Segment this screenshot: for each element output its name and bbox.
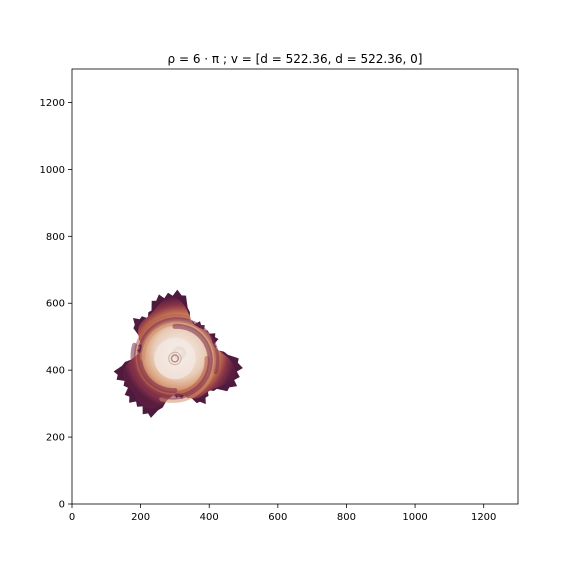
x-tick-label: 1200 <box>471 512 496 523</box>
x-axis-ticks: 0 200 400 600 800 1000 1200 <box>69 504 496 523</box>
y-tick-label: 1200 <box>40 98 65 109</box>
storm-core <box>154 337 196 380</box>
x-tick-label: 200 <box>131 512 150 523</box>
chart-title: ρ = 6 · π ; v = [d = 522.36, d = 522.36,… <box>168 52 423 66</box>
y-tick-label: 1000 <box>40 165 65 176</box>
storm-spiral-band <box>136 317 220 394</box>
storm-spiral-band <box>140 320 217 403</box>
x-tick-label: 800 <box>337 512 356 523</box>
y-tick-label: 600 <box>46 299 65 310</box>
plot-frame <box>71 68 519 505</box>
y-tick-label: 200 <box>46 433 65 444</box>
storm-layer <box>113 289 243 418</box>
storm-eyewall <box>168 351 182 366</box>
y-tick-label: 0 <box>59 500 65 511</box>
y-tick-label: 800 <box>46 232 65 243</box>
x-tick-label: 0 <box>69 512 75 523</box>
x-tick-label: 1000 <box>402 512 427 523</box>
storm-eye <box>170 354 180 363</box>
storm-spiral-band <box>133 313 210 397</box>
y-tick-label: 400 <box>46 366 65 377</box>
x-tick-label: 600 <box>268 512 287 523</box>
y-axis-ticks: 0 200 400 600 800 1000 1200 <box>40 98 72 511</box>
x-tick-label: 400 <box>200 512 219 523</box>
storm-spiral-band <box>130 323 213 400</box>
